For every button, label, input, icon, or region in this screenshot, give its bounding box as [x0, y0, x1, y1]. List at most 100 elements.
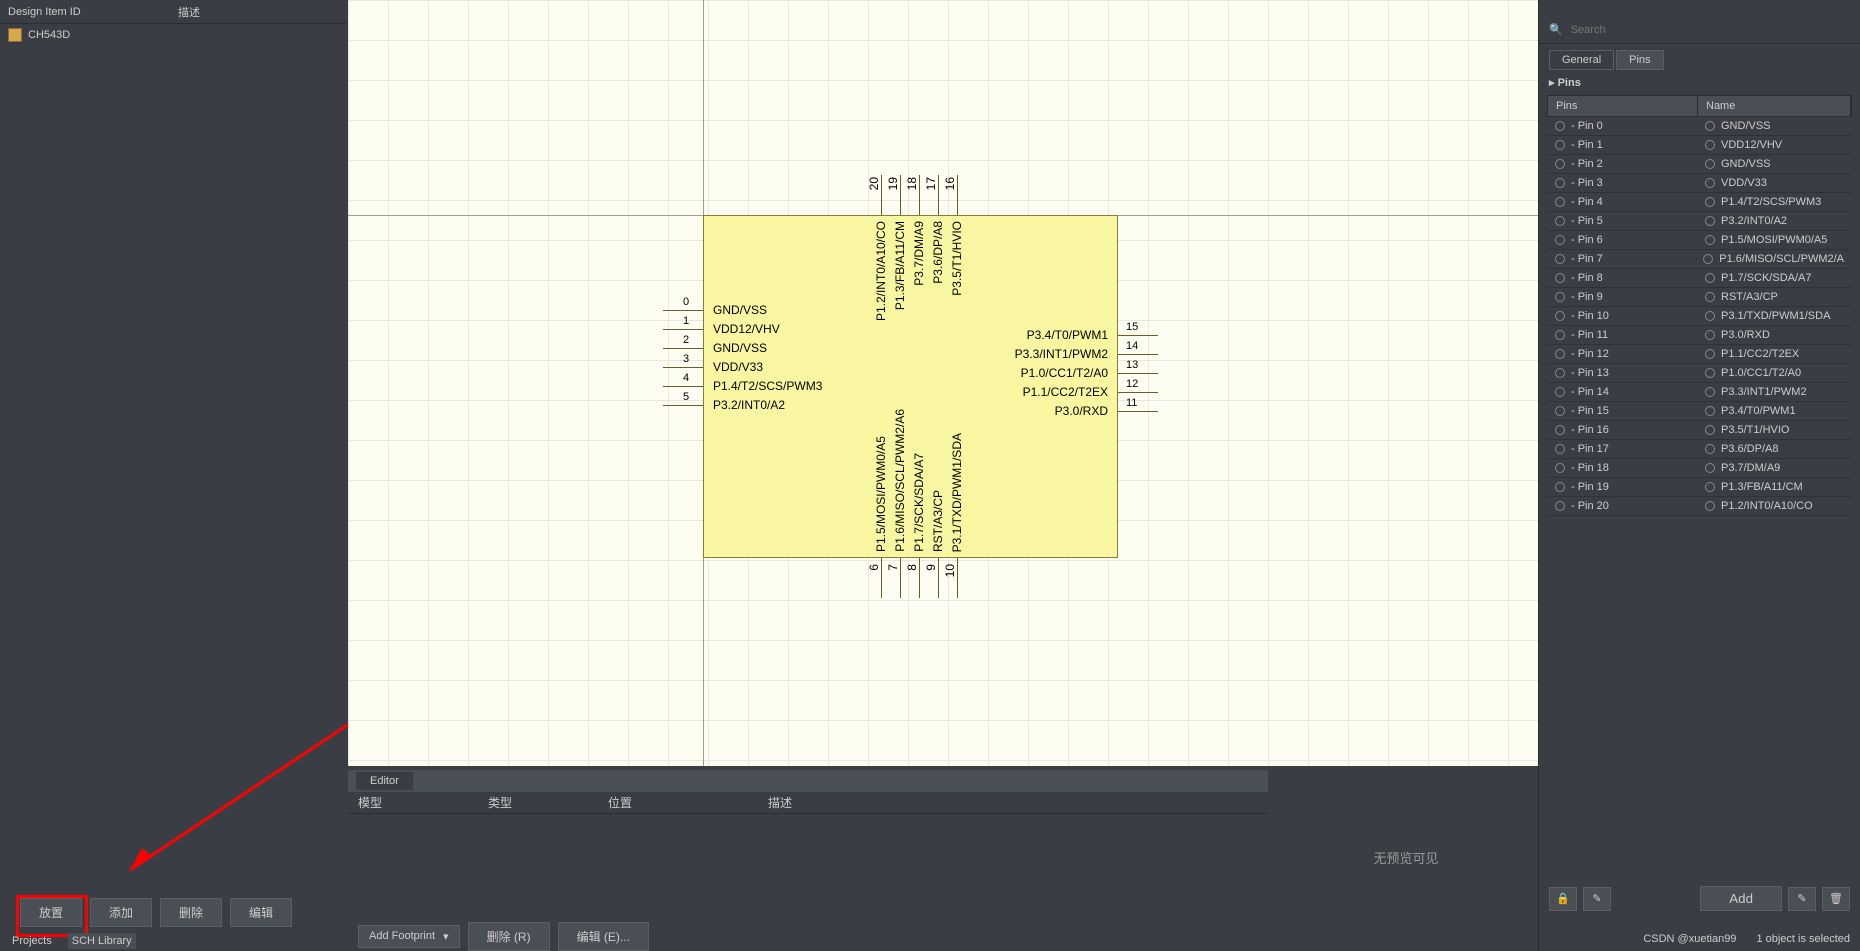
pin-row[interactable]: - Pin 15P3.4/T0/PWM1: [1547, 402, 1852, 421]
eye-icon[interactable]: [1705, 482, 1715, 492]
pin-row[interactable]: - Pin 1VDD12/VHV: [1547, 136, 1852, 155]
edit-e-button[interactable]: 编辑 (E)...: [558, 922, 649, 951]
eye-icon[interactable]: [1705, 121, 1715, 131]
add-footprint-button[interactable]: Add Footprint ▾: [358, 925, 460, 948]
name-cell: P1.2/INT0/A10/CO: [1697, 497, 1852, 515]
right-panel: 🔍 General Pins ▸ Pins Pins Name - Pin 0G…: [1538, 0, 1860, 951]
pins-section-header[interactable]: ▸ Pins: [1539, 70, 1860, 95]
eye-icon[interactable]: [1555, 254, 1565, 264]
component-icon: [8, 28, 22, 42]
eye-icon[interactable]: [1705, 140, 1715, 150]
eye-icon[interactable]: [1555, 140, 1565, 150]
pin-row[interactable]: - Pin 7P1.6/MISO/SCL/PWM2/A: [1547, 250, 1852, 269]
eye-icon[interactable]: [1705, 178, 1715, 188]
pin-cell: - Pin 13: [1547, 364, 1697, 382]
pin-row[interactable]: - Pin 13P1.0/CC1/T2/A0: [1547, 364, 1852, 383]
eye-icon[interactable]: [1555, 216, 1565, 226]
lock-button[interactable]: 🔒: [1549, 887, 1577, 911]
pin-row[interactable]: - Pin 12P1.1/CC2/T2EX: [1547, 345, 1852, 364]
add-pin-button[interactable]: Add: [1700, 886, 1782, 911]
eye-icon[interactable]: [1705, 501, 1715, 511]
delete-button[interactable]: 删除: [160, 898, 222, 927]
eye-icon[interactable]: [1555, 444, 1565, 454]
eye-icon[interactable]: [1555, 235, 1565, 245]
eye-icon[interactable]: [1555, 311, 1565, 321]
eye-icon[interactable]: [1705, 273, 1715, 283]
eye-icon[interactable]: [1705, 387, 1715, 397]
pin-number: 3: [683, 353, 689, 365]
edit-pin-button[interactable]: ✎: [1788, 887, 1816, 911]
delete-pin-button[interactable]: 🗑: [1822, 887, 1850, 911]
eye-icon[interactable]: [1705, 330, 1715, 340]
pin-label: GND/VSS: [713, 303, 767, 317]
tree-item-ch543d[interactable]: CH543D: [0, 24, 345, 46]
eye-icon[interactable]: [1705, 349, 1715, 359]
pin-row[interactable]: - Pin 19P1.3/FB/A11/CM: [1547, 478, 1852, 497]
eye-icon[interactable]: [1705, 444, 1715, 454]
edit-button[interactable]: 编辑: [230, 898, 292, 927]
pin-line: [663, 405, 703, 406]
eye-icon[interactable]: [1555, 406, 1565, 416]
eye-icon[interactable]: [1705, 425, 1715, 435]
eye-icon[interactable]: [1555, 159, 1565, 169]
eye-icon[interactable]: [1705, 235, 1715, 245]
tab-general[interactable]: General: [1549, 50, 1614, 70]
place-button[interactable]: 放置: [20, 898, 82, 927]
left-tabs: Projects SCH Library: [8, 931, 136, 951]
wand-button[interactable]: ✎: [1583, 887, 1611, 911]
eye-icon[interactable]: [1555, 178, 1565, 188]
pin-row[interactable]: - Pin 18P3.7/DM/A9: [1547, 459, 1852, 478]
pin-row[interactable]: - Pin 10P3.1/TXD/PWM1/SDA: [1547, 307, 1852, 326]
eye-icon[interactable]: [1555, 330, 1565, 340]
eye-icon[interactable]: [1705, 368, 1715, 378]
tab-schlib[interactable]: SCH Library: [68, 933, 136, 949]
pin-row[interactable]: - Pin 9RST/A3/CP: [1547, 288, 1852, 307]
pin-number: 1: [683, 315, 689, 327]
eye-icon[interactable]: [1555, 121, 1565, 131]
eye-icon[interactable]: [1705, 197, 1715, 207]
tab-pins[interactable]: Pins: [1616, 50, 1663, 70]
pin-row[interactable]: - Pin 17P3.6/DP/A8: [1547, 440, 1852, 459]
pin-line: [1118, 335, 1158, 336]
pin-row[interactable]: - Pin 11P3.0/RXD: [1547, 326, 1852, 345]
pin-row[interactable]: - Pin 3VDD/V33: [1547, 174, 1852, 193]
eye-icon[interactable]: [1555, 482, 1565, 492]
eye-icon[interactable]: [1555, 425, 1565, 435]
eye-icon[interactable]: [1555, 292, 1565, 302]
pin-row[interactable]: - Pin 2GND/VSS: [1547, 155, 1852, 174]
eye-icon[interactable]: [1555, 387, 1565, 397]
pin-row[interactable]: - Pin 8P1.7/SCK/SDA/A7: [1547, 269, 1852, 288]
pin-row[interactable]: - Pin 6P1.5/MOSI/PWM0/A5: [1547, 231, 1852, 250]
eye-icon[interactable]: [1705, 292, 1715, 302]
eye-icon[interactable]: [1555, 463, 1565, 473]
eye-icon[interactable]: [1705, 311, 1715, 321]
search-input[interactable]: [1571, 24, 1850, 36]
pin-label: P3.3/INT1/PWM2: [1015, 347, 1108, 361]
editor-tab[interactable]: Editor: [356, 772, 413, 790]
pin-row[interactable]: - Pin 20P1.2/INT0/A10/CO: [1547, 497, 1852, 516]
eye-icon[interactable]: [1555, 273, 1565, 283]
eye-icon[interactable]: [1705, 406, 1715, 416]
eye-icon[interactable]: [1555, 349, 1565, 359]
col-model: 模型: [348, 794, 478, 811]
eye-icon[interactable]: [1555, 368, 1565, 378]
delete-r-button[interactable]: 删除 (R): [468, 922, 550, 951]
eye-icon[interactable]: [1555, 197, 1565, 207]
pin-cell: - Pin 20: [1547, 497, 1697, 515]
eye-icon[interactable]: [1705, 216, 1715, 226]
pin-line: [663, 386, 703, 387]
pin-row[interactable]: - Pin 14P3.3/INT1/PWM2: [1547, 383, 1852, 402]
tab-projects[interactable]: Projects: [8, 933, 56, 949]
eye-icon[interactable]: [1705, 463, 1715, 473]
pin-row[interactable]: - Pin 16P3.5/T1/HVIO: [1547, 421, 1852, 440]
eye-icon[interactable]: [1555, 501, 1565, 511]
pin-row[interactable]: - Pin 0GND/VSS: [1547, 117, 1852, 136]
schematic-canvas[interactable]: 0 GND/VSS 1 VDD12/VHV 2 GND/VSS 3 VDD/V3…: [348, 0, 1538, 766]
pin-row[interactable]: - Pin 5P3.2/INT0/A2: [1547, 212, 1852, 231]
pin-row[interactable]: - Pin 4P1.4/T2/SCS/PWM3: [1547, 193, 1852, 212]
pin-cell: - Pin 19: [1547, 478, 1697, 496]
eye-icon[interactable]: [1703, 254, 1713, 264]
eye-icon[interactable]: [1705, 159, 1715, 169]
pin-label: P3.7/DM/A9: [912, 221, 926, 286]
add-button[interactable]: 添加: [90, 898, 152, 927]
